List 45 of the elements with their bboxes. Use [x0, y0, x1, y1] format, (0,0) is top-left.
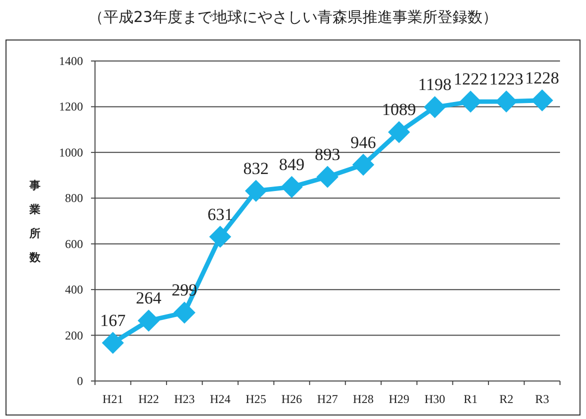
data-label: 1198: [418, 75, 452, 94]
point: [316, 166, 338, 188]
point: [209, 226, 232, 248]
point: [173, 302, 196, 324]
y-tick-label: 1400: [59, 54, 83, 68]
data-label: 264: [136, 288, 162, 308]
x-tick-label: H21: [102, 392, 124, 406]
y-tick-label: 400: [65, 282, 83, 297]
point: [424, 96, 446, 118]
y-tick-label: 1000: [59, 145, 83, 160]
x-tick-label: R3: [535, 392, 550, 406]
x-tick-label: H29: [388, 392, 410, 406]
y-tick-label: 800: [65, 191, 83, 206]
point: [352, 154, 374, 176]
y-tick-label: 200: [65, 328, 83, 342]
y-axis-title: 事業所数: [28, 179, 42, 264]
x-tick-label: H28: [352, 392, 374, 406]
data-label: 849: [278, 154, 304, 174]
data-label: 946: [350, 132, 376, 152]
point: [388, 121, 410, 144]
x-tick-label: H22: [138, 392, 159, 406]
point: [531, 89, 554, 112]
data-label: 1222: [454, 70, 488, 89]
data-label: 832: [243, 158, 269, 178]
y-tick-label: 1200: [59, 100, 83, 114]
point: [244, 180, 267, 202]
data-label: 1223: [489, 69, 524, 88]
x-tick-label: H25: [246, 392, 266, 406]
data-label: 167: [100, 310, 126, 330]
x-tick-label: R1: [464, 392, 478, 406]
x-tick-label: H27: [317, 392, 338, 406]
data-label: 1228: [525, 68, 560, 88]
point: [102, 332, 124, 354]
y-tick-label: 600: [65, 236, 83, 251]
point: [495, 90, 518, 112]
point: [138, 310, 160, 332]
x-tick-label: H30: [424, 392, 446, 406]
y-tick-label: 0: [77, 374, 83, 388]
x-tick-label: R2: [499, 392, 514, 406]
x-tick-label: H24: [210, 392, 231, 406]
data-label: 631: [207, 204, 233, 224]
x-tick-label: H26: [281, 392, 302, 406]
x-tick-label: H23: [174, 392, 195, 406]
chart-title: （平成23年度まで地球にやさしい青森県推進事業所登録数）: [88, 8, 498, 26]
point: [280, 176, 303, 198]
